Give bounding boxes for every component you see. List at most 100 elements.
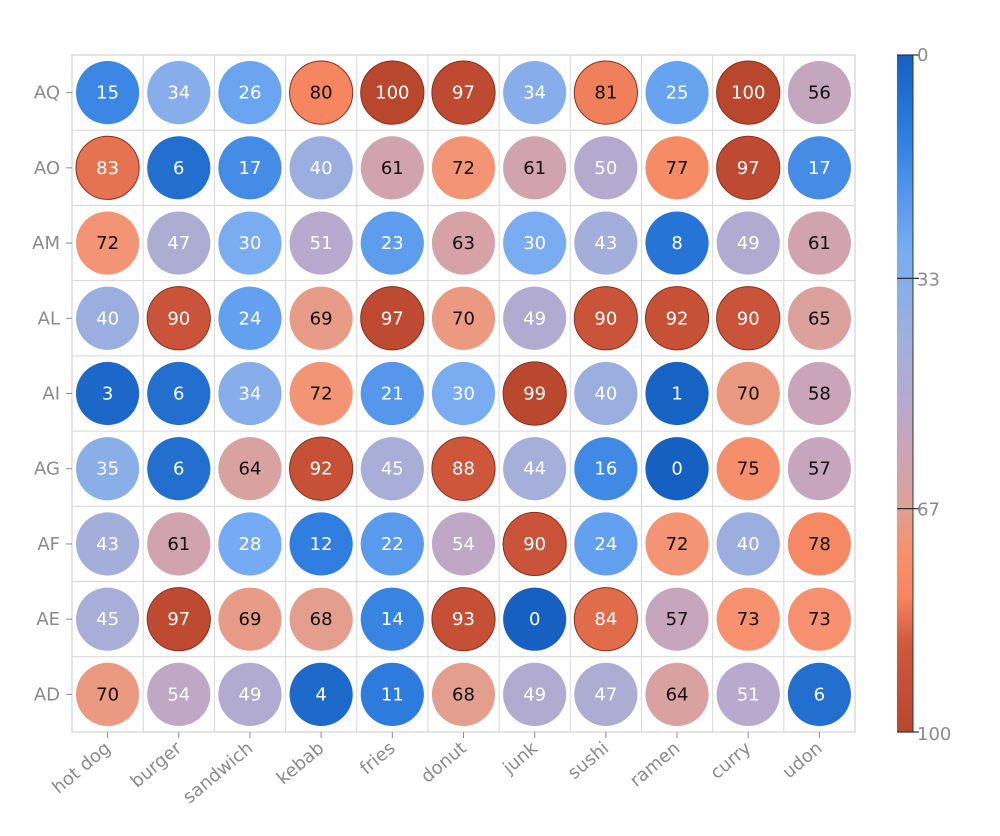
cell-value-label: 40 xyxy=(96,308,119,329)
heatmap-cell xyxy=(360,361,424,426)
x-tick-label: curry xyxy=(706,738,755,784)
heatmap-cell xyxy=(289,512,353,576)
y-axis: AQ AO AM AL AI AG AF AE AD xyxy=(32,83,72,705)
cell-value-label: 68 xyxy=(310,609,333,630)
cell-value-label: 34 xyxy=(167,83,190,104)
heatmap-cell xyxy=(76,61,140,125)
cell-value-label: 90 xyxy=(523,534,546,555)
heatmap-cell xyxy=(573,286,638,351)
cell-value-label: 58 xyxy=(808,384,831,405)
heatmap-cell xyxy=(716,60,781,125)
cell-value-label: 50 xyxy=(594,158,617,179)
heatmap-cell xyxy=(787,361,852,426)
heatmap-cell xyxy=(218,662,282,726)
heatmap-cell xyxy=(502,511,567,577)
heatmap-cell xyxy=(573,587,638,652)
cell-value-label: 24 xyxy=(239,308,262,329)
heatmap-cell xyxy=(503,662,567,726)
cell-value-label: 11 xyxy=(381,684,404,705)
colorbar-tick-label: 33 xyxy=(917,269,940,290)
heatmap-cell xyxy=(787,662,852,726)
cell-value-label: 23 xyxy=(381,233,404,254)
heatmap-cell xyxy=(716,662,780,726)
cell-value-label: 99 xyxy=(523,384,546,405)
heatmap-cell xyxy=(360,136,424,200)
x-tick-label: burger xyxy=(127,737,187,792)
heatmap-cell xyxy=(289,211,353,275)
heatmap-cell xyxy=(716,135,781,200)
cell-value-label: 49 xyxy=(523,308,546,329)
cell-value-label: 6 xyxy=(814,684,825,705)
heatmap-cell xyxy=(289,286,353,350)
heatmap-cell xyxy=(218,587,282,651)
y-tick-label: AL xyxy=(38,308,60,329)
heatmap-cell xyxy=(645,587,709,651)
cell-value-label: 70 xyxy=(96,684,119,705)
cell-value-label: 43 xyxy=(594,233,617,254)
heatmap-cell xyxy=(716,512,780,576)
heatmap-cell xyxy=(289,662,353,726)
cell-value-label: 35 xyxy=(96,459,119,480)
heatmap-cell xyxy=(787,136,852,200)
heatmap-cell xyxy=(218,512,282,576)
cell-value-label: 3 xyxy=(102,384,113,405)
cell-value-label: 97 xyxy=(167,609,190,630)
heatmap-cell xyxy=(360,587,424,651)
cell-value-label: 1 xyxy=(671,384,682,405)
y-tick-label: AG xyxy=(34,459,60,480)
cell-value-label: 72 xyxy=(310,384,333,405)
heatmap-cell xyxy=(147,61,211,125)
cell-value-label: 77 xyxy=(666,158,689,179)
cell-value-label: 28 xyxy=(239,534,262,555)
heatmap-cell xyxy=(147,211,211,275)
x-tick-label: fries xyxy=(356,738,400,779)
cell-value-label: 40 xyxy=(737,534,760,555)
heatmap-cell xyxy=(76,211,140,275)
cell-value-label: 57 xyxy=(666,609,689,630)
cell-value-label: 47 xyxy=(594,684,617,705)
heatmap-cell xyxy=(574,136,638,200)
heatmap-cell xyxy=(360,437,424,501)
x-tick-label: junk xyxy=(498,737,542,779)
heatmap-cell xyxy=(503,136,567,200)
heatmap-cell xyxy=(716,587,780,651)
heatmap-cell xyxy=(645,437,709,501)
colorbar-gradient xyxy=(897,55,913,732)
heatmap-cell xyxy=(574,512,638,576)
x-tick-label: sushi xyxy=(564,738,613,784)
cell-value-label: 17 xyxy=(239,158,262,179)
cell-value-label: 40 xyxy=(310,158,333,179)
heatmap-cell xyxy=(787,286,852,350)
heatmap-cell xyxy=(147,361,211,426)
cell-value-label: 72 xyxy=(452,158,475,179)
cell-value-label: 51 xyxy=(310,233,333,254)
colorbar-tick-label: 100 xyxy=(917,724,951,745)
cell-value-label: 17 xyxy=(808,158,831,179)
cell-value-label: 30 xyxy=(523,233,546,254)
heatmap-cell xyxy=(146,587,211,652)
cell-value-label: 68 xyxy=(452,684,475,705)
cell-value-label: 54 xyxy=(167,684,190,705)
y-tick-label: AD xyxy=(34,684,60,705)
cell-value-label: 69 xyxy=(310,308,333,329)
heatmap-cell xyxy=(431,211,496,275)
y-tick-label: AM xyxy=(32,233,60,254)
cell-value-label: 26 xyxy=(239,83,262,104)
cell-value-label: 69 xyxy=(239,609,262,630)
heatmap-cell xyxy=(503,61,567,125)
cell-value-label: 70 xyxy=(737,384,760,405)
cell-value-label: 72 xyxy=(666,534,689,555)
heatmap-cell xyxy=(76,286,140,350)
cell-value-label: 22 xyxy=(381,534,404,555)
y-tick-label: AI xyxy=(42,384,60,405)
cell-value-label: 80 xyxy=(310,83,333,104)
cell-value-label: 100 xyxy=(731,83,765,104)
heatmap-cell xyxy=(75,135,140,200)
cell-value-label: 49 xyxy=(239,684,262,705)
cell-value-label: 4 xyxy=(315,684,326,705)
cell-value-label: 61 xyxy=(523,158,546,179)
colorbar-tick-label: 67 xyxy=(917,500,940,521)
heatmap-cell xyxy=(218,136,282,200)
